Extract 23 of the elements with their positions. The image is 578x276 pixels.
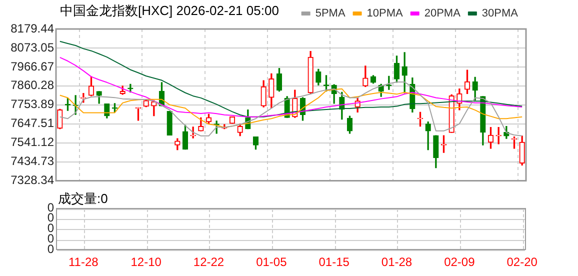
y-tick-label: 7541.12 bbox=[10, 135, 54, 150]
chart-title: 中国金龙指数[HXC] 2026-02-21 05:00 bbox=[60, 2, 279, 20]
category-label: 02-20 bbox=[506, 255, 538, 270]
category-label: 01-28 bbox=[381, 255, 412, 270]
legend-label: 20PMA bbox=[424, 8, 462, 20]
category-label: 12-10 bbox=[130, 255, 162, 270]
category-label: 02-09 bbox=[444, 255, 475, 270]
legend-label: 10PMA bbox=[366, 8, 404, 20]
legend-label: 30PMA bbox=[482, 8, 519, 20]
y-tick-label: 7966.67 bbox=[10, 59, 54, 74]
text: 成交量:0 bbox=[58, 190, 108, 208]
y-tick-label: 7753.89 bbox=[10, 97, 54, 112]
y-tick-label: 7328.34 bbox=[10, 173, 54, 188]
category-label: 11-28 bbox=[68, 255, 98, 270]
y-tick-label: 8073.05 bbox=[10, 40, 54, 54]
category-label: 12-22 bbox=[193, 255, 224, 270]
y-tick-label: 8179.44 bbox=[10, 21, 54, 36]
category-label: 01-15 bbox=[318, 255, 350, 270]
y-tick-label: 7434.73 bbox=[10, 154, 54, 168]
category-label: 01-05 bbox=[256, 255, 287, 270]
y-tick-label: 7647.51 bbox=[10, 116, 54, 130]
y-tick-label: 7860.28 bbox=[10, 78, 54, 92]
legend-label: 5PMA bbox=[315, 8, 346, 20]
